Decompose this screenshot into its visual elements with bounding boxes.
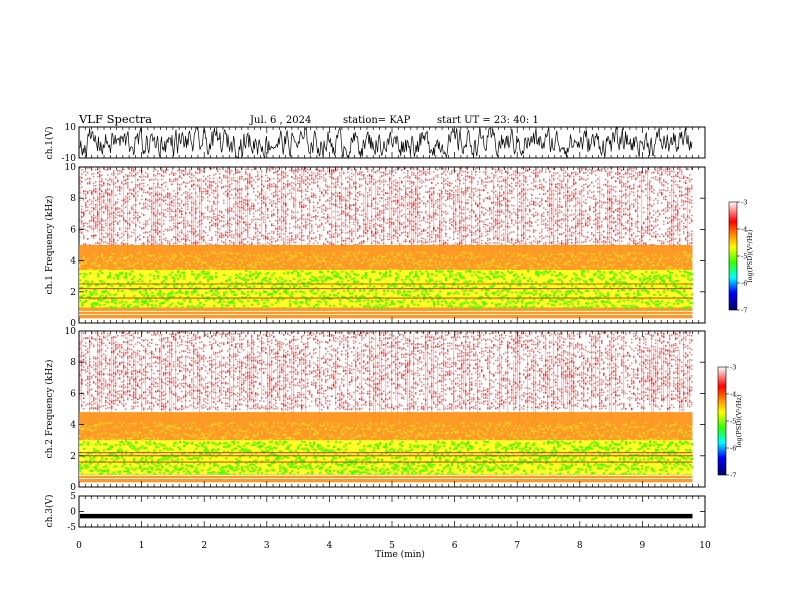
ch2-colorbar: -3 -4 -5 -6 -7 log(PSD)(V²/Hz) bbox=[717, 364, 743, 480]
x-tick-label: 1 bbox=[139, 541, 145, 551]
ch1-colorbar: -3 -4 -5 -6 -7 log(PSD)(V²/Hz) bbox=[728, 199, 754, 315]
colorbar-tick-label: -4 bbox=[730, 391, 736, 399]
ch1-waveform-trace bbox=[79, 126, 693, 159]
colorbar-tick-label: -3 bbox=[730, 364, 736, 372]
ch1-waveform-ylabel: ch.1(V) bbox=[44, 127, 55, 160]
x-tick-label: 5 bbox=[389, 541, 395, 551]
y-tick-label: 10 bbox=[65, 327, 77, 337]
x-tick-label: 9 bbox=[640, 541, 646, 551]
ch1-colorbar-label: log(PSD)(V²/Hz) bbox=[746, 229, 754, 282]
colorbar-tick-label: -6 bbox=[730, 445, 736, 453]
y-tick-label: 4 bbox=[70, 257, 76, 267]
colorbar-tick-label: -7 bbox=[741, 307, 747, 315]
y-tick-label: 6 bbox=[70, 389, 76, 399]
start-time-label: start UT = 23: 40: 1 bbox=[437, 115, 539, 126]
x-tick-label: 0 bbox=[76, 541, 82, 551]
x-axis-label: Time (min) bbox=[375, 549, 425, 560]
y-tick-label: 0 bbox=[70, 508, 76, 518]
colorbar-tick-label: -7 bbox=[730, 472, 736, 480]
colorbar-tick-label: -3 bbox=[741, 199, 747, 207]
y-tick-label: 8 bbox=[70, 194, 76, 204]
y-tick-label: 2 bbox=[70, 452, 76, 462]
y-tick-label: 4 bbox=[70, 421, 76, 431]
colorbar-tick-label: -5 bbox=[741, 253, 747, 261]
y-tick-label: 8 bbox=[70, 358, 76, 368]
ch2-colorbar-gradient bbox=[717, 366, 727, 476]
colorbar-tick-label: -5 bbox=[730, 418, 736, 426]
colorbar-tick-label: -4 bbox=[741, 226, 747, 234]
y-tick-label: 6 bbox=[70, 225, 76, 235]
date-label: Jul. 6 , 2024 bbox=[249, 115, 311, 126]
x-tick-label: 2 bbox=[201, 541, 207, 551]
x-tick-label: 10 bbox=[699, 541, 711, 551]
x-tick-label: 4 bbox=[327, 541, 333, 551]
colorbar-tick-label: -6 bbox=[741, 280, 747, 288]
y-tick-label: 2 bbox=[70, 288, 76, 298]
y-tick-label: -5 bbox=[67, 523, 76, 533]
x-tick-label: 6 bbox=[452, 541, 458, 551]
figure-title: VLF Spectra bbox=[78, 112, 152, 126]
ch1-spectrogram bbox=[79, 167, 693, 319]
y-tick-label: -10 bbox=[62, 154, 77, 164]
ch2-colorbar-label: log(PSD)(V²/Hz) bbox=[735, 394, 743, 447]
ch2-spectrogram-ylabel: ch.2 Frequency (kHz) bbox=[44, 360, 55, 459]
x-tick-label: 3 bbox=[264, 541, 270, 551]
ch2-spectrogram bbox=[79, 331, 693, 483]
ch1-colorbar-gradient bbox=[728, 201, 738, 311]
ch1-spectrogram-ylabel: ch.1 Frequency (kHz) bbox=[44, 196, 55, 295]
ch3-waveform-ylabel: ch.3(V) bbox=[44, 495, 55, 528]
x-tick-label: 8 bbox=[577, 541, 583, 551]
y-tick-label: 0 bbox=[70, 483, 76, 493]
y-tick-label: 5 bbox=[70, 492, 76, 502]
station-label: station= KAP bbox=[343, 115, 411, 126]
x-tick-label: 7 bbox=[514, 541, 520, 551]
x-ticks: 0 1 2 3 4 5 6 7 8 9 10 bbox=[76, 127, 711, 551]
y-tick-label: 10 bbox=[65, 163, 77, 173]
y-tick-label: 10 bbox=[65, 123, 77, 133]
y-tick-label: 0 bbox=[70, 319, 76, 329]
